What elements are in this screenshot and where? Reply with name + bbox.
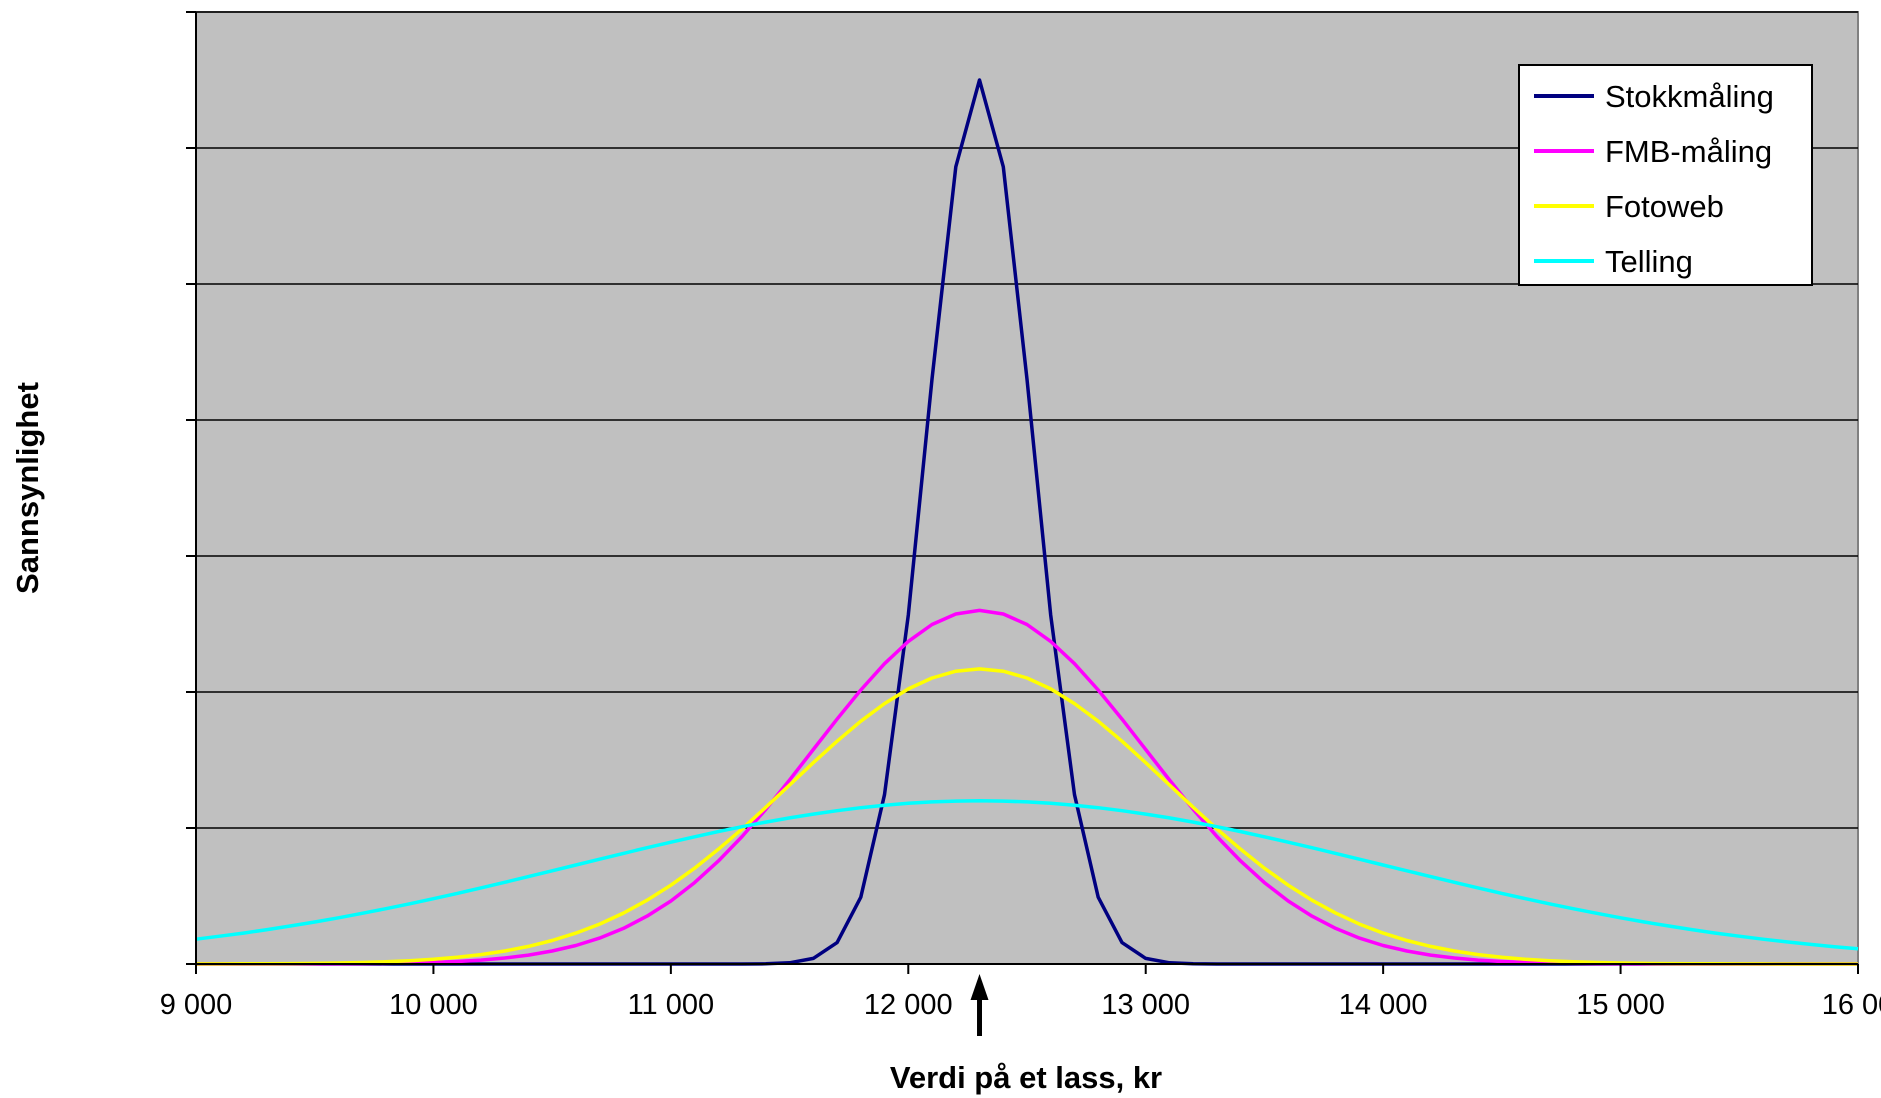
legend-label: Stokkmåling (1605, 79, 1774, 114)
x-tick-label: 10 000 (389, 989, 478, 1021)
y-axis-title: Sannsynlighet (10, 382, 45, 594)
series-line (195, 799, 1859, 951)
x-ticks: 9 000 10 000 11 000 12 000 13 000 14 000 15 00… (160, 964, 1881, 1021)
legend-label: Telling (1605, 244, 1693, 279)
marker-arrow (970, 974, 989, 1036)
x-tick-label: 12 000 (864, 989, 953, 1021)
x-tick-label: 11 000 (628, 989, 715, 1021)
legend-label: FMB-måling (1605, 134, 1772, 169)
y-ticks (186, 11, 196, 965)
x-tick-label: 15 000 (1576, 989, 1665, 1021)
x-axis-title: Verdi på et lass, kr (890, 1060, 1162, 1095)
legend-label: Fotoweb (1605, 189, 1724, 224)
x-tick-label: 13 000 (1101, 989, 1190, 1021)
legend: Stokkmåling FMB-måling Fotoweb Telling (1518, 64, 1813, 286)
x-tick-label: 14 000 (1339, 989, 1428, 1021)
x-tick-label: 16 00 (1822, 989, 1881, 1021)
arrow-head (970, 974, 989, 1000)
x-tick-label: 9 000 (160, 989, 233, 1021)
series-line (196, 667, 1858, 966)
axes (195, 12, 1858, 965)
legend-box (1518, 64, 1813, 286)
